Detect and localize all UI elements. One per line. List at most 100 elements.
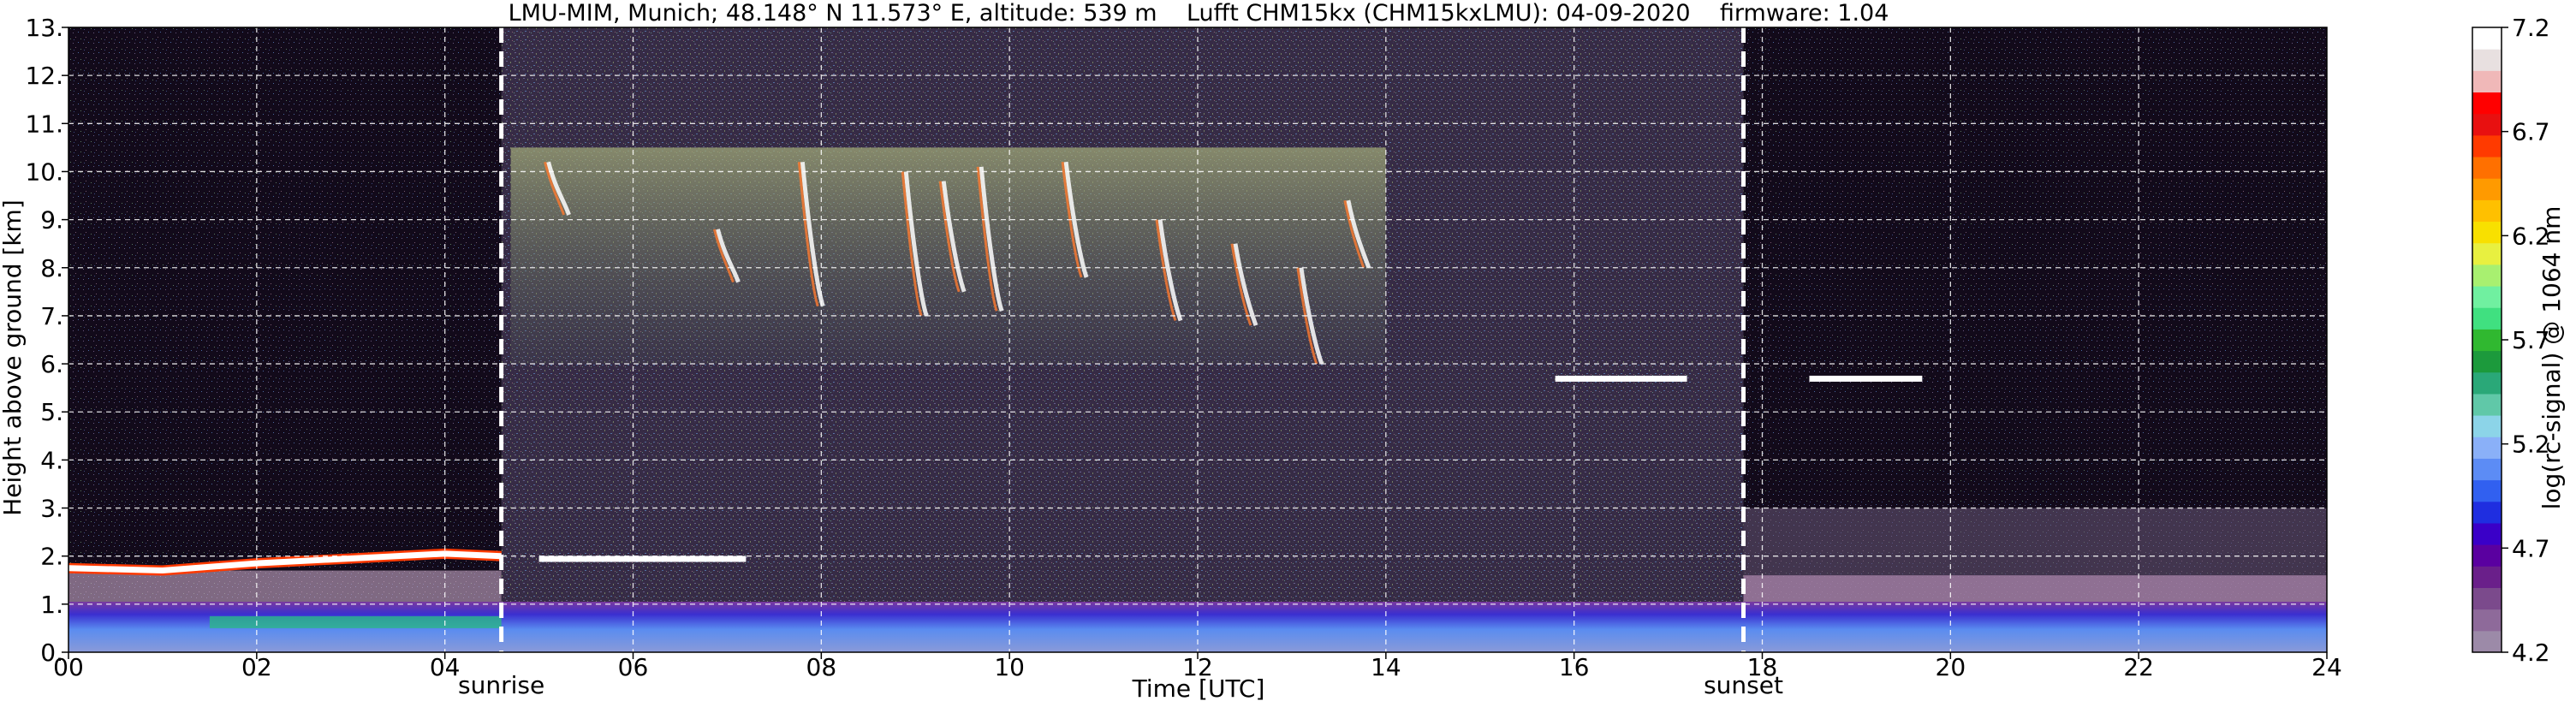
colorbar-segment [2472, 221, 2502, 244]
cirrus-streak [1063, 161, 1089, 278]
cirrus-streak-edge [901, 171, 923, 317]
y-axis-label: Height above ground [km] [0, 199, 27, 516]
colorbar-segment [2472, 630, 2502, 653]
colorbar-segment [2472, 329, 2502, 352]
y-tick-label: 2. [40, 543, 63, 571]
colorbar-segment [2472, 49, 2502, 71]
colorbar-tick-label: 6.7 [2512, 118, 2550, 146]
chart-title: LMU-MIM, Munich; 48.148° N 11.573° E, al… [509, 0, 1889, 27]
x-tick-label: 02 [241, 653, 272, 681]
y-tick-label: 5. [40, 398, 63, 426]
colorbar-segment [2472, 157, 2502, 179]
y-tick-label: 4. [40, 446, 63, 474]
colorbar-tick-label: 4.2 [2512, 639, 2550, 667]
cirrus-streak-edge [976, 166, 998, 312]
cloud-layer [1555, 375, 1687, 382]
colorbar-segment [2472, 393, 2502, 416]
y-tick-label: 1. [40, 591, 63, 619]
day-markers: sunrise sunset [458, 27, 1783, 699]
colorbar: 4.2 4.7 5.2 5.7 6.2 6.7 7.2 [2472, 14, 2550, 667]
colorbar-segment [2472, 92, 2502, 115]
cirrus-streak-edge [1155, 219, 1177, 322]
cirrus-streak-edge [938, 181, 961, 293]
colorbar-segment [2472, 479, 2502, 502]
cirrus-streak-edge [1296, 267, 1318, 365]
plot-area: sunrise sunset [68, 27, 2328, 699]
colorbar-tick-label: 7.2 [2512, 14, 2550, 42]
colorbar-tick-label: 6.2 [2512, 222, 2550, 250]
colorbar-segment [2472, 134, 2502, 157]
grid-lines [68, 27, 2327, 652]
y-tick-label: 6. [40, 350, 63, 378]
cirrus-streak [979, 166, 1004, 312]
colorbar-tick-label: 4.7 [2512, 534, 2550, 562]
colorbar-segment [2472, 113, 2502, 136]
cirrus-streak-edge [1061, 162, 1083, 278]
cirrus-streak [1346, 199, 1371, 269]
cirrus-streak-edge [797, 162, 819, 307]
colorbar-tick-label: 5.7 [2512, 326, 2550, 354]
cirrus-streak [1299, 267, 1324, 365]
colorbar-segment [2472, 501, 2502, 524]
x-tick-label: 24 [2311, 653, 2342, 681]
colorbar-segment [2472, 350, 2502, 373]
y-tick-label: 7. [40, 302, 63, 330]
cirrus-streak [716, 229, 741, 283]
colorbar-segment [2472, 307, 2502, 330]
y-tick-label: 13. [25, 14, 63, 42]
cirrus-streak-edge [1343, 199, 1365, 269]
x-tick-label: 00 [53, 653, 84, 681]
cirrus-streak [800, 161, 825, 307]
colorbar-tick-label: 5.2 [2512, 431, 2550, 459]
y-tick-label: 9. [40, 206, 63, 235]
cirrus-streak [1233, 243, 1258, 326]
x-tick-label: 16 [1559, 653, 1590, 681]
x-axis-ticks: 00 02 04 06 08 10 12 14 16 18 20 22 24 [53, 652, 2342, 681]
cirrus-streak-edge [712, 229, 735, 283]
boundary-layer-green-band [209, 615, 502, 628]
y-tick-label: 0. [40, 639, 63, 667]
marker-label-sunset: sunset [1704, 671, 1783, 699]
x-tick-label: 08 [806, 653, 837, 681]
colorbar-segment [2472, 458, 2502, 481]
cirrus-streak [1157, 219, 1183, 322]
colorbar-segment [2472, 415, 2502, 437]
colorbar-segment [2472, 544, 2502, 567]
marker-label-sunrise: sunrise [458, 671, 544, 699]
x-tick-label: 12 [1182, 653, 1213, 681]
x-tick-label: 06 [618, 653, 649, 681]
x-tick-label: 20 [1936, 653, 1966, 681]
cloud-layer [538, 556, 747, 562]
cloud-layer [1809, 375, 1923, 382]
x-axis-label: Time [UTC] [1132, 674, 1265, 703]
cirrus-streak [903, 171, 929, 317]
colorbar-segment [2472, 27, 2502, 50]
x-tick-label: 18 [1747, 653, 1778, 681]
colorbar-segment [2472, 437, 2502, 459]
y-axis-ticks: 0. 1. 2. 3. 4. 5. 6. 7. 8. 9. 10. 11. 12. 13. [25, 14, 68, 667]
cirrus-streak-edge [1230, 243, 1252, 326]
colorbar-segment [2472, 242, 2502, 265]
x-tick-label: 04 [430, 653, 461, 681]
colorbar-segment [2472, 178, 2502, 200]
x-tick-label: 14 [1371, 653, 1401, 681]
colorbar-segment [2472, 609, 2502, 632]
y-tick-label: 8. [40, 254, 63, 282]
colorbar-segment [2472, 371, 2502, 395]
colorbar-segment [2472, 286, 2502, 308]
colorbar-segment [2472, 199, 2502, 223]
x-tick-label: 10 [994, 653, 1025, 681]
cirrus-haze [510, 147, 1386, 365]
colorbar-label: log(rc-signal) @ 1064 nm [2537, 206, 2566, 510]
cloud-top-line [68, 550, 502, 574]
cirrus-streak [941, 181, 967, 293]
colorbar-segment [2472, 70, 2502, 93]
colorbar-segment [2472, 522, 2502, 545]
y-tick-label: 10. [25, 157, 63, 186]
colorbar-segment [2472, 264, 2502, 287]
y-tick-label: 11. [25, 110, 63, 138]
cirrus-streak [546, 161, 571, 216]
y-tick-label: 12. [25, 62, 63, 90]
colorbar-segment [2472, 587, 2502, 610]
